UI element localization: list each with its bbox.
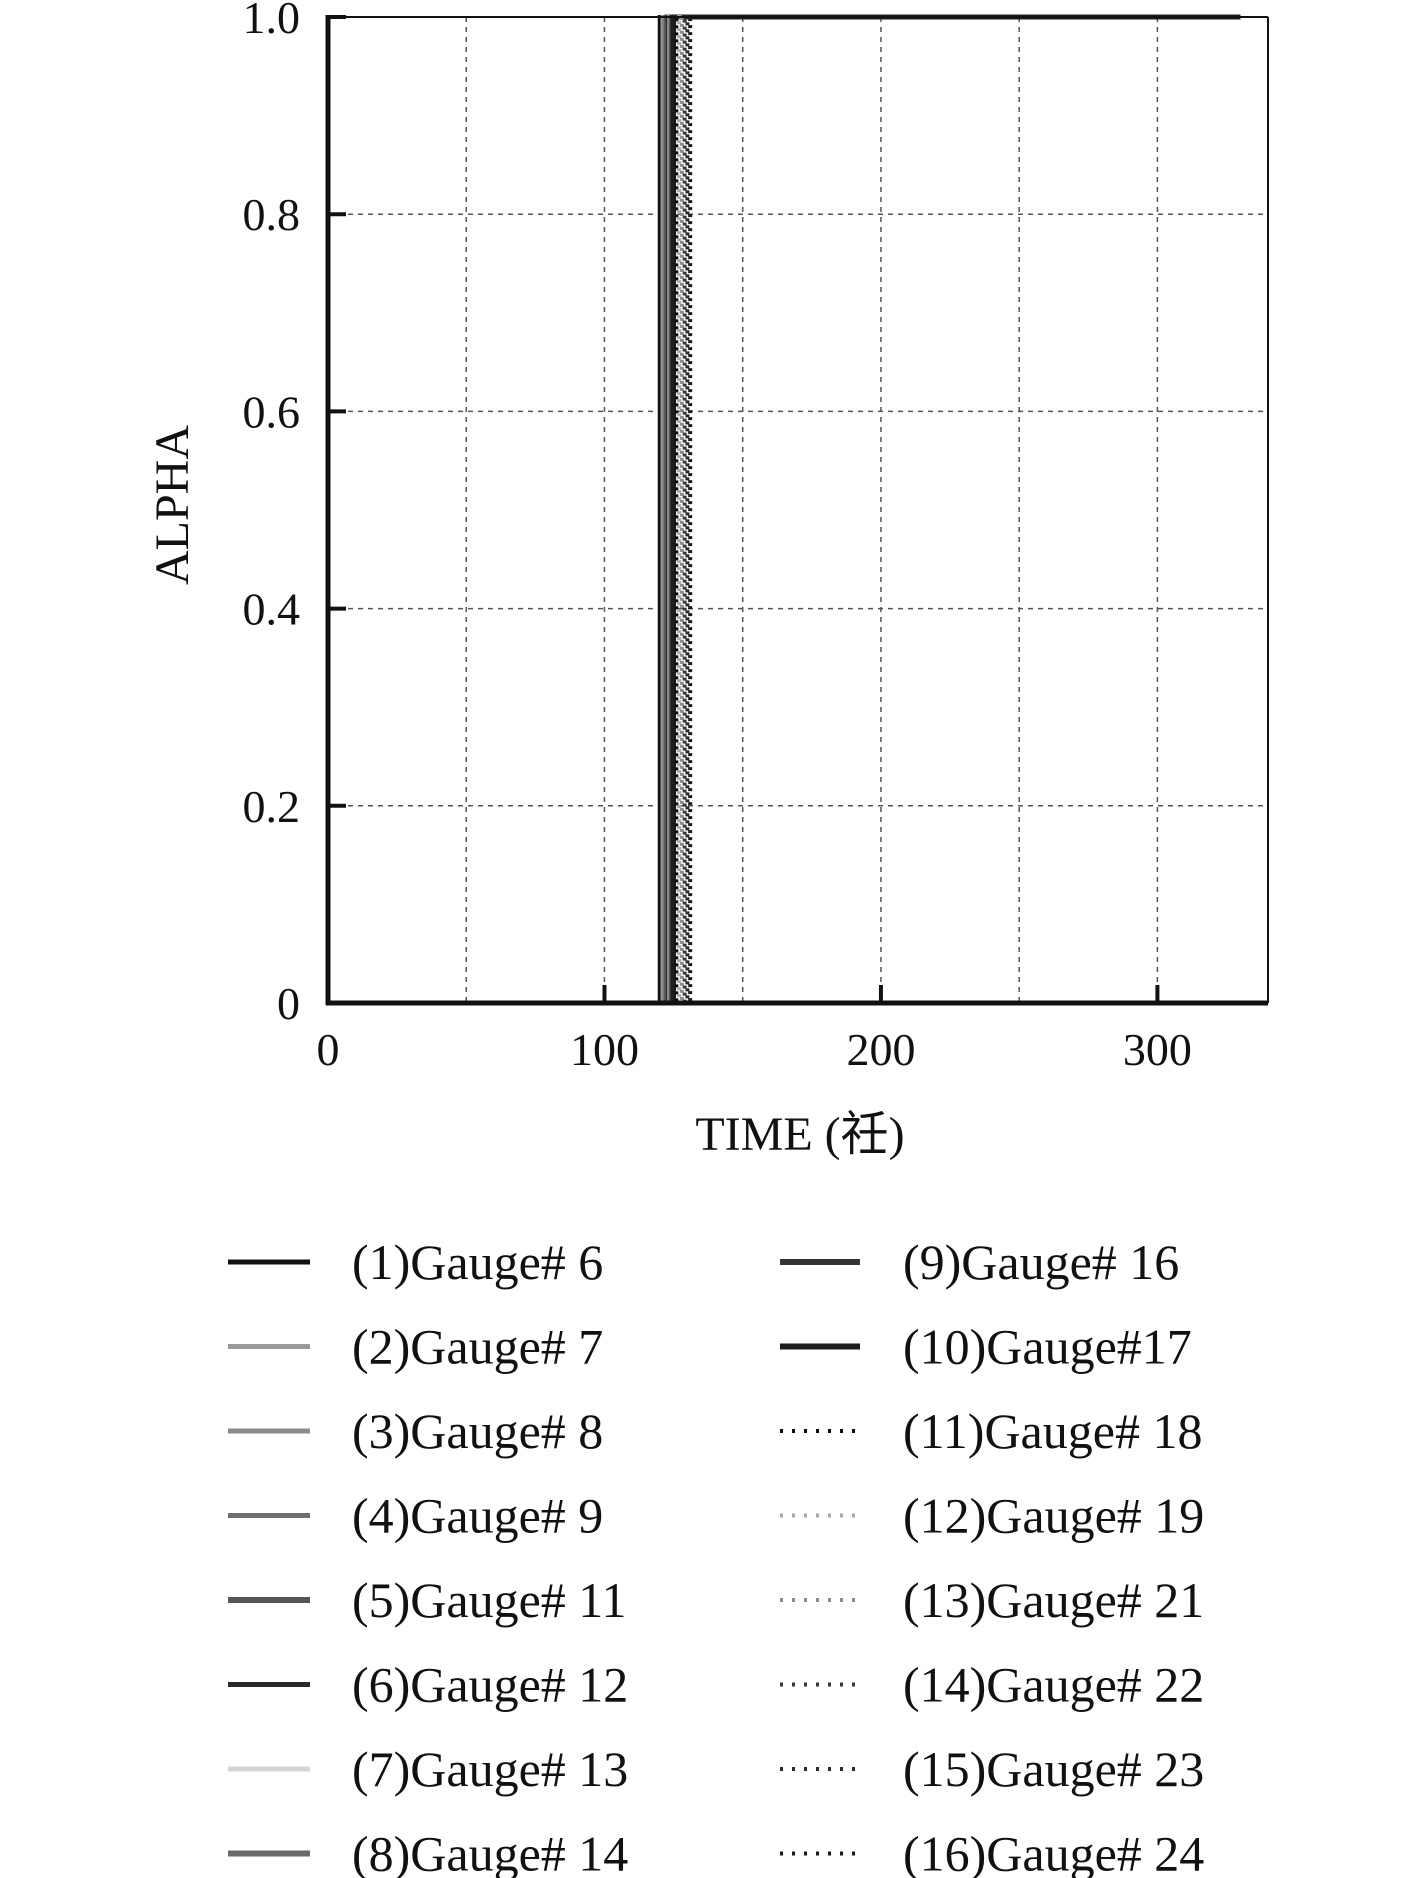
series-line-6 [328,15,1241,1005]
legend-label-14: (14)Gauge# 22 [903,1657,1204,1713]
series-line-3 [328,15,1241,1005]
tick-labels: 0 100 200 300 0 0.2 0.4 0.6 0.8 1.0 [243,0,1192,1075]
series-line-10 [328,14,1241,1006]
legend-label-6: (6)Gauge# 12 [352,1657,628,1713]
legend-label-16: (16)Gauge# 24 [903,1826,1204,1878]
y-tick-label: 0.4 [243,584,301,635]
series-line-9 [328,14,1241,1006]
series-lines [328,14,1241,1006]
legend-label-10: (10)Gauge#17 [903,1319,1192,1375]
y-tick-label: 0 [277,978,300,1029]
series-line-14 [328,15,1241,1005]
x-tick-label: 0 [317,1024,340,1075]
legend-label-7: (7)Gauge# 13 [352,1741,628,1797]
y-tick-label: 1.0 [243,0,301,43]
series-line-7 [328,15,1241,1005]
x-tick-label: 100 [570,1024,639,1075]
legend-label-12: (12)Gauge# 19 [903,1488,1204,1544]
series-line-5 [328,14,1241,1006]
axes [325,15,1269,1006]
series-line-11 [328,15,1241,1005]
series-line-1 [328,15,1241,1005]
legend-label-1: (1)Gauge# 6 [352,1234,603,1290]
legend-label-9: (9)Gauge# 16 [903,1234,1179,1290]
legend-label-3: (3)Gauge# 8 [352,1403,603,1459]
series-line-16 [328,15,1241,1005]
series-line-13 [328,15,1241,1005]
x-tick-label: 300 [1123,1024,1192,1075]
y-axis-title: ALPHA [146,425,199,585]
x-tick-label: 200 [846,1024,915,1075]
legend-label-15: (15)Gauge# 23 [903,1741,1204,1797]
legend-label-13: (13)Gauge# 21 [903,1572,1204,1628]
x-axis-title: TIME (祍) [695,1108,904,1161]
series-line-8 [328,14,1241,1006]
y-tick-label: 0.2 [243,781,301,832]
legend: (1)Gauge# 6 (2)Gauge# 7 (3)Gauge# 8 (4)Gaug… [228,1234,1204,1878]
y-tick-label: 0.8 [243,189,301,240]
series-line-12 [328,15,1241,1005]
series-line-2 [328,15,1241,1005]
legend-label-11: (11)Gauge# 18 [903,1403,1202,1459]
series-line-15 [328,15,1241,1005]
y-tick-label: 0.6 [243,386,301,437]
legend-label-8: (8)Gauge# 14 [352,1826,628,1878]
legend-label-5: (5)Gauge# 11 [352,1572,626,1628]
legend-label-4: (4)Gauge# 9 [352,1488,603,1544]
series-line-4 [328,15,1241,1005]
legend-label-2: (2)Gauge# 7 [352,1319,603,1375]
grid-lines [328,16,1268,1003]
